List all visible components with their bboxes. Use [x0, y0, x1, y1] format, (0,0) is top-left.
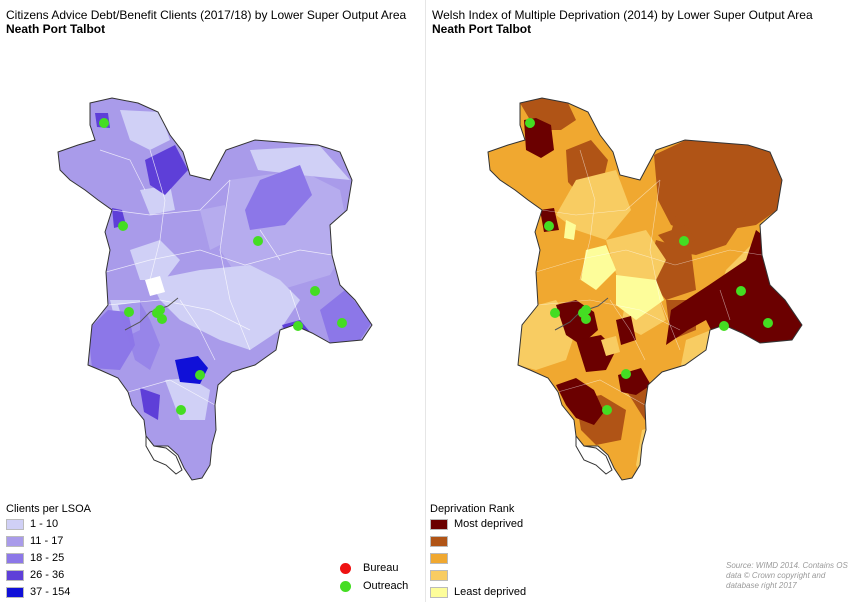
- left-map-title: Citizens Advice Debt/Benefit Clients (20…: [6, 8, 407, 22]
- right-legend-item: [430, 568, 454, 582]
- legend-swatch: [6, 569, 24, 581]
- legend-swatch: [430, 535, 448, 547]
- right-legend-title: Deprivation Rank: [430, 503, 515, 515]
- left-legend-title: Clients per LSOA: [6, 503, 91, 515]
- legend-swatch: [6, 535, 24, 547]
- coastline-detail: [145, 434, 183, 475]
- coastline-detail: [575, 434, 613, 475]
- right-legend-item: [430, 551, 454, 565]
- legend-swatch: [6, 552, 24, 564]
- right-legend-item: Most deprived: [430, 517, 523, 531]
- outreach-points-left: [99, 118, 347, 415]
- left-legend-item: 18 - 25: [6, 551, 64, 565]
- deprivation-map: [487, 97, 803, 481]
- legend-swatch: [430, 518, 448, 530]
- left-map-subtitle: Neath Port Talbot: [6, 22, 106, 36]
- bureau-dot-icon: [340, 562, 351, 574]
- right-map-title: Welsh Index of Multiple Deprivation (201…: [432, 8, 813, 22]
- legend-swatch: [6, 518, 24, 530]
- right-legend-item: Least deprived: [430, 585, 526, 599]
- legend-swatch: [430, 569, 448, 581]
- left-legend-item: 11 - 17: [6, 534, 63, 548]
- river-line: [124, 297, 179, 331]
- source-note: Source: WIMD 2014. Contains OS data © Cr…: [726, 561, 848, 590]
- right-map-subtitle: Neath Port Talbot: [432, 22, 532, 36]
- clients-map: [57, 97, 373, 481]
- panel-divider: [425, 0, 426, 602]
- deprivation-choropleth: [488, 98, 802, 480]
- legend-swatch: [430, 552, 448, 564]
- right-legend-item: [430, 534, 454, 548]
- outreach-legend-item: Outreach: [340, 579, 408, 593]
- bureau-legend-item: Bureau: [340, 561, 398, 575]
- left-legend-item: 1 - 10: [6, 517, 58, 531]
- left-legend-item: 37 - 154: [6, 585, 70, 599]
- left-legend-item: 26 - 36: [6, 568, 64, 582]
- legend-swatch: [430, 586, 448, 598]
- clients-map-panel: Citizens Advice Debt/Benefit Clients (20…: [6, 8, 408, 599]
- outreach-points-right: [525, 118, 773, 415]
- outreach-dot-icon: [340, 580, 351, 592]
- legend-swatch: [6, 586, 24, 598]
- deprivation-map-panel: Welsh Index of Multiple Deprivation (201…: [426, 0, 850, 602]
